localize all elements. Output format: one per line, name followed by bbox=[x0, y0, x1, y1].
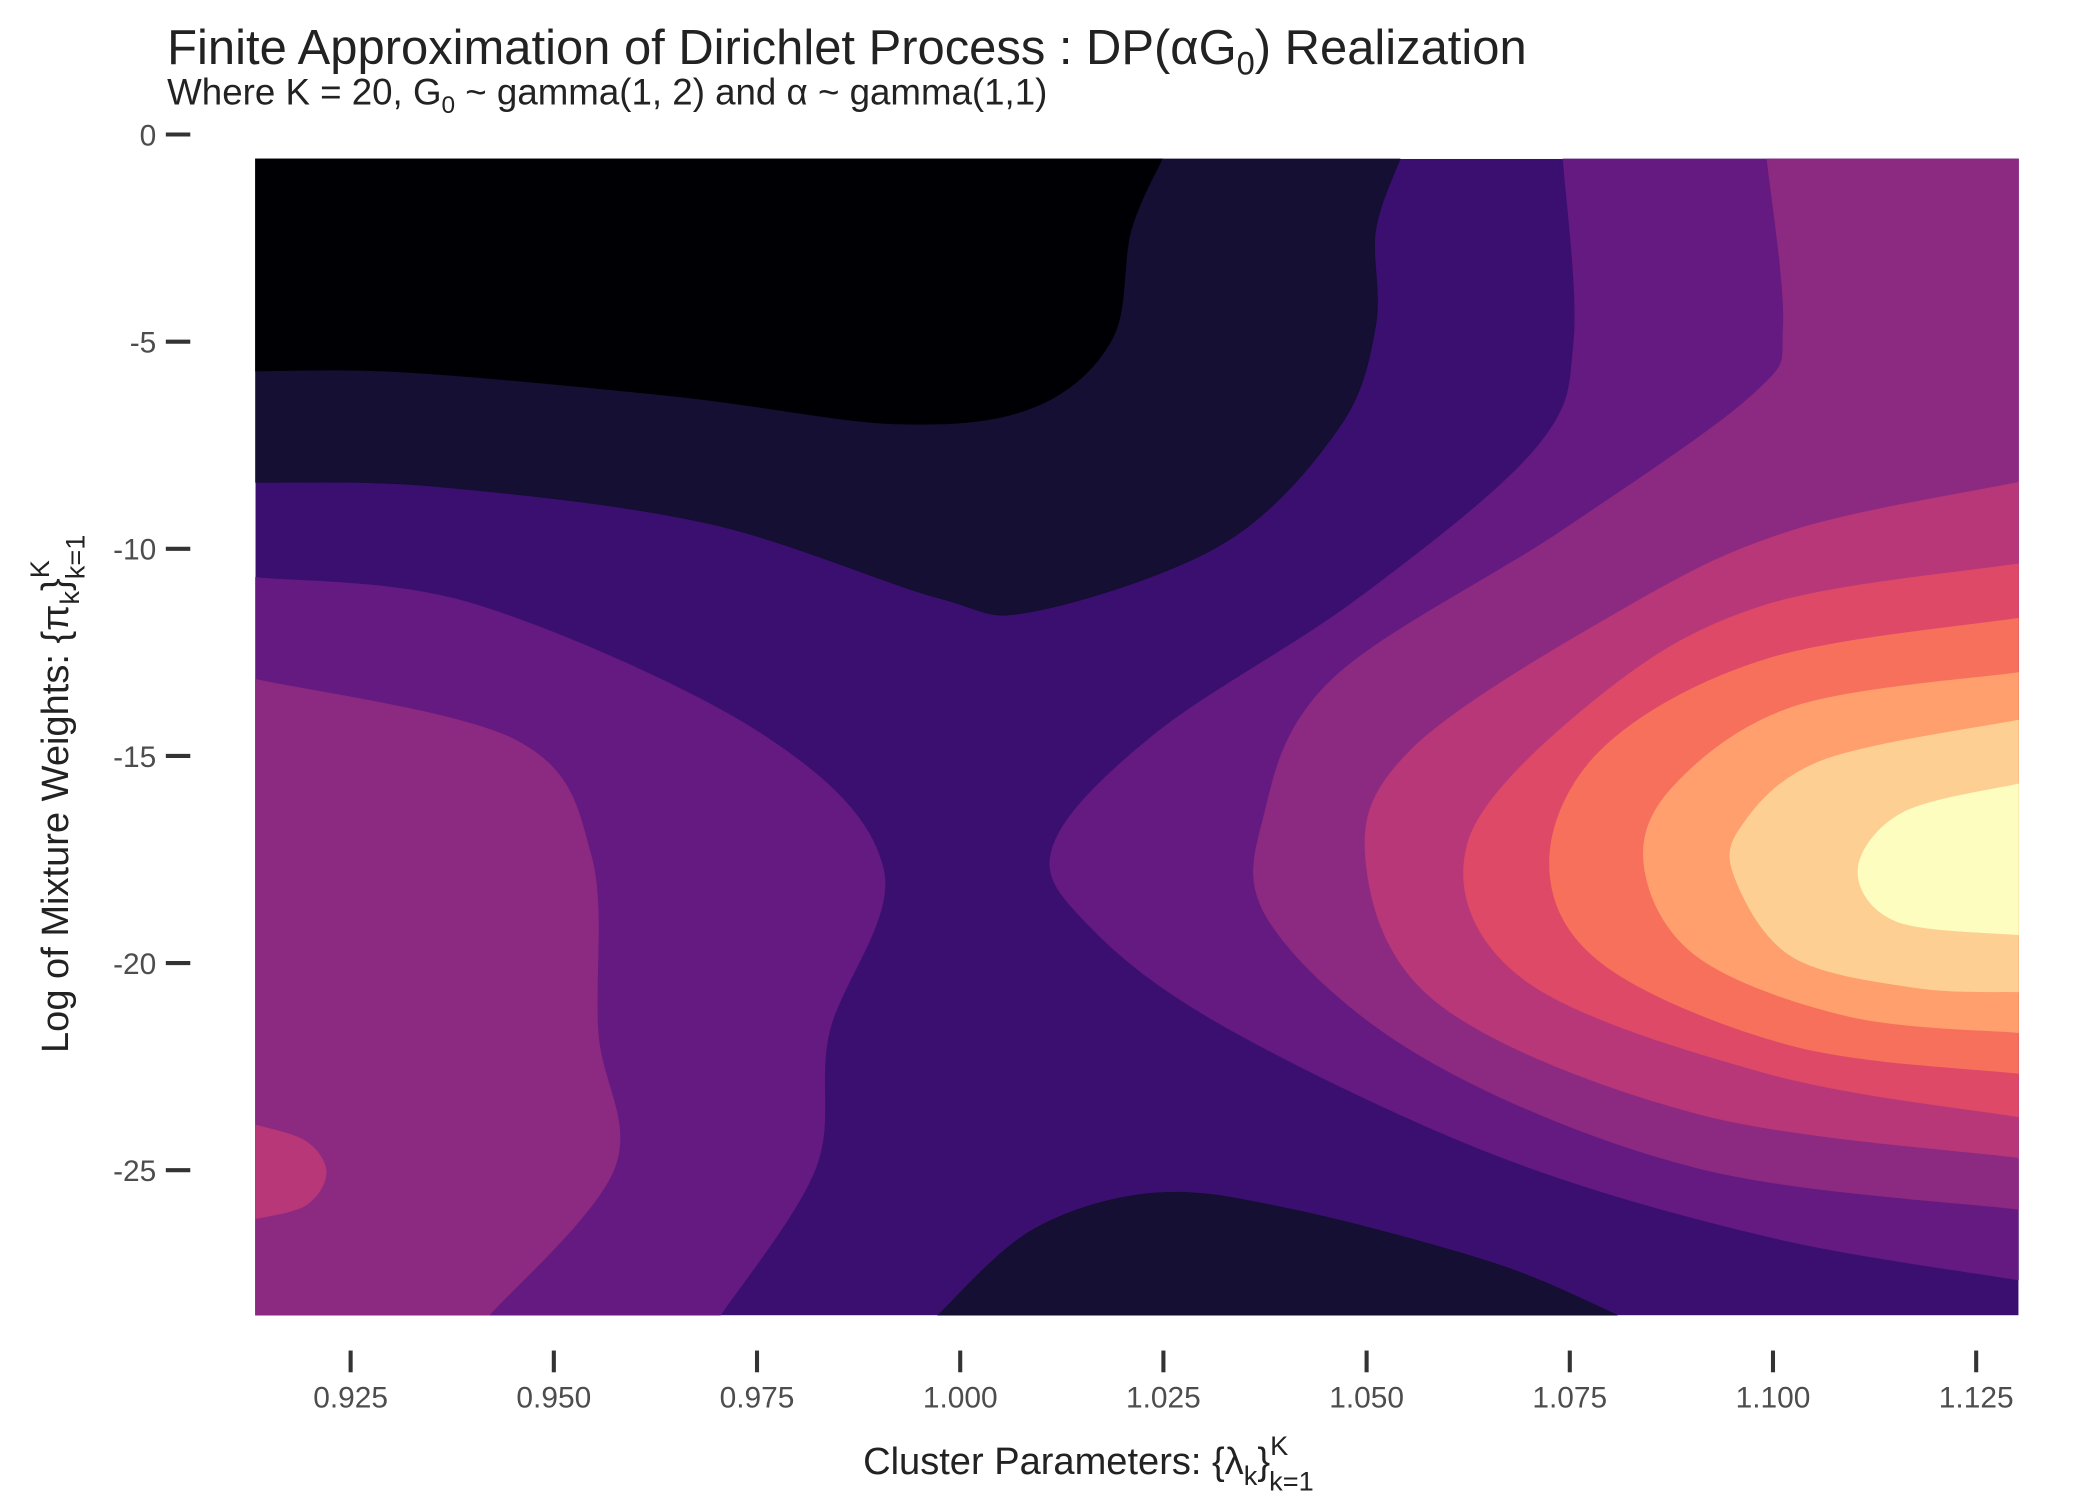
subtitle-subscript: 0 bbox=[442, 92, 456, 119]
x-tick-label: 1.075 bbox=[1532, 1382, 1607, 1415]
y-label-superscript: K bbox=[24, 560, 55, 578]
x-tick-label: 1.100 bbox=[1736, 1382, 1811, 1415]
subtitle-text: Where K = 20, G bbox=[167, 72, 441, 113]
y-label-text: } bbox=[35, 578, 77, 591]
x-tick-label: 0.975 bbox=[720, 1382, 795, 1415]
subtitle-text: ~ gamma(1, 2) and α ~ gamma(1,1) bbox=[455, 72, 1047, 113]
x-label-subscript: k bbox=[1244, 1460, 1258, 1491]
x-tick-label: 0.950 bbox=[516, 1382, 591, 1415]
contour-band bbox=[255, 678, 621, 1316]
y-tick-label: -20 bbox=[113, 948, 156, 981]
y-tick-label: -15 bbox=[113, 741, 156, 774]
contour-area bbox=[255, 158, 2019, 1316]
x-axis-label: Cluster Parameters: {λk}K k=1 bbox=[863, 1430, 1314, 1496]
contour-band bbox=[936, 1191, 1618, 1316]
x-tick-label: 1.050 bbox=[1329, 1382, 1404, 1415]
x-tick-label: 1.000 bbox=[923, 1382, 998, 1415]
title-text: Finite Approximation of Dirichlet Proces… bbox=[167, 21, 1236, 75]
x-label-text: Cluster Parameters: {λ bbox=[863, 1441, 1244, 1483]
y-tick-label: 0 bbox=[140, 119, 157, 152]
y-label-subscript: k bbox=[54, 591, 85, 605]
y-axis-label: Log of Mixture Weights: {πk}K k=1 bbox=[24, 535, 90, 1053]
y-tick-label: -25 bbox=[113, 1155, 156, 1188]
title-text: ) Realization bbox=[1255, 21, 1527, 75]
contour-band bbox=[255, 1124, 327, 1220]
y-tick-label: -5 bbox=[130, 327, 157, 360]
x-tick-label: 1.125 bbox=[1939, 1382, 2014, 1415]
x-label-text: } bbox=[1257, 1441, 1270, 1483]
y-tick-label: -10 bbox=[113, 534, 156, 567]
x-tick-label: 0.925 bbox=[313, 1382, 388, 1415]
contour-band bbox=[1857, 783, 2019, 936]
x-tick-label: 1.025 bbox=[1126, 1382, 1201, 1415]
y-label-text: Log of Mixture Weights: {π bbox=[35, 605, 77, 1053]
title-subscript: 0 bbox=[1237, 45, 1255, 82]
chart-title: Finite Approximation of Dirichlet Proces… bbox=[167, 21, 1526, 82]
y-label-subscript: k=1 bbox=[59, 535, 90, 580]
x-label-subscript: k=1 bbox=[1269, 1465, 1314, 1496]
chart-subtitle: Where K = 20, G0 ~ gamma(1, 2) and α ~ g… bbox=[167, 72, 1047, 119]
contour-band bbox=[255, 158, 1163, 425]
x-label-superscript: K bbox=[1270, 1430, 1288, 1461]
